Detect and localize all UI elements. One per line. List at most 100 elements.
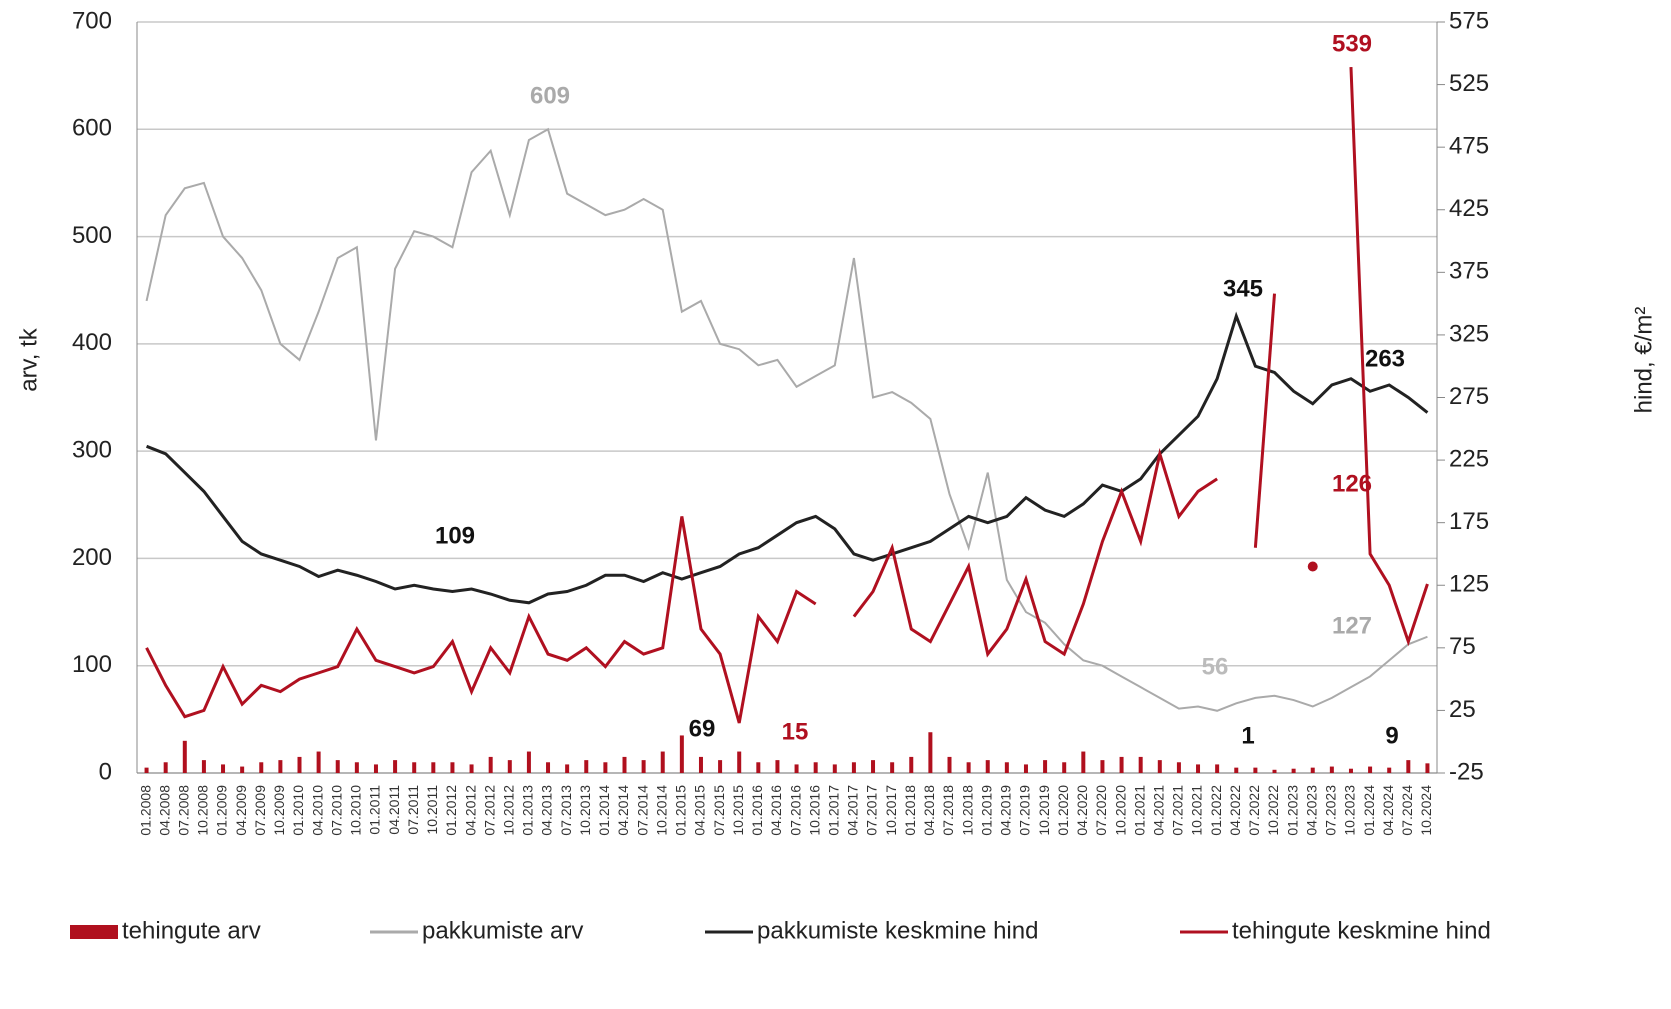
- y-tick-label: 600: [72, 115, 112, 142]
- bar: [163, 762, 168, 773]
- legend-label: tehingute arv: [122, 917, 261, 944]
- x-tick-label: 07.2024: [1399, 785, 1415, 836]
- y2-tick-label: 475: [1449, 133, 1489, 160]
- bar: [1157, 760, 1162, 773]
- bar: [565, 764, 570, 773]
- y-tick-label: 500: [72, 222, 112, 249]
- x-tick-label: 04.2014: [615, 785, 631, 836]
- y-tick-label: 300: [72, 436, 112, 463]
- bar: [393, 760, 398, 773]
- x-tick-label: 01.2019: [978, 785, 994, 836]
- bar: [718, 760, 723, 773]
- x-tick-label: 10.2020: [1112, 785, 1128, 836]
- x-tick-label: 04.2015: [692, 785, 708, 836]
- y2-tick-label: 225: [1449, 445, 1489, 472]
- x-tick-label: 10.2019: [1036, 785, 1052, 836]
- x-tick-label: 04.2022: [1227, 785, 1243, 836]
- x-tick-label: 07.2010: [328, 785, 344, 836]
- x-tick-label: 10.2015: [730, 785, 746, 836]
- annotation: 1: [1241, 722, 1254, 749]
- bar: [469, 764, 474, 773]
- annotation: 263: [1365, 345, 1405, 372]
- x-tick-label: 10.2016: [806, 785, 822, 836]
- bar: [890, 762, 895, 773]
- x-tick-label: 07.2011: [405, 785, 421, 835]
- y2-tick-label: 425: [1449, 195, 1489, 222]
- x-tick-label: 01.2021: [1131, 785, 1147, 836]
- y-tick-label: 0: [99, 758, 112, 785]
- x-tick-label: 04.2018: [921, 785, 937, 836]
- x-tick-label: 04.2012: [462, 785, 478, 836]
- line: [145, 516, 817, 724]
- y-tick-label: 700: [72, 7, 112, 34]
- bar: [966, 762, 971, 773]
- bar: [1215, 764, 1220, 773]
- annotation: 345: [1223, 275, 1263, 302]
- legend-label: tehingute keskmine hind: [1232, 917, 1491, 944]
- x-tick-label: 01.2008: [137, 785, 153, 836]
- x-tick-label: 01.2023: [1284, 785, 1300, 836]
- line: [1349, 67, 1429, 647]
- x-tick-label: 07.2021: [1170, 785, 1186, 836]
- x-tick-label: 01.2020: [1055, 785, 1071, 836]
- bar: [1138, 756, 1143, 773]
- y-tick-label: 400: [72, 329, 112, 356]
- x-tick-label: 07.2008: [175, 785, 191, 836]
- x-tick-label: 01.2022: [1208, 785, 1224, 836]
- bar: [221, 764, 226, 773]
- y2-tick-label: 375: [1449, 258, 1489, 285]
- annotation: 539: [1332, 30, 1372, 57]
- line: [145, 127, 1428, 712]
- y2-tick-label: -25: [1449, 758, 1484, 785]
- y-tick-label: 200: [72, 544, 112, 571]
- x-tick-label: 10.2013: [577, 785, 593, 836]
- x-tick-label: 10.2008: [195, 785, 211, 836]
- annotation: 15: [782, 718, 809, 745]
- bar: [412, 762, 417, 773]
- bar: [297, 756, 302, 773]
- x-tick-label: 07.2022: [1246, 785, 1262, 836]
- x-tick-label: 07.2017: [864, 785, 880, 836]
- bar: [1310, 767, 1315, 773]
- annotation: 69: [689, 715, 716, 742]
- bar: [928, 732, 933, 773]
- y2-tick-label: 25: [1449, 696, 1476, 723]
- bar: [909, 756, 914, 773]
- legend-label: pakkumiste keskmine hind: [757, 917, 1038, 944]
- x-tick-label: 07.2018: [940, 785, 956, 836]
- x-tick-label: 01.2011: [367, 785, 383, 835]
- bar: [794, 764, 799, 773]
- annotation: 109: [435, 522, 475, 549]
- bar: [1253, 767, 1258, 773]
- x-tick-label: 01.2018: [902, 785, 918, 836]
- x-tick-label: 07.2023: [1323, 785, 1339, 836]
- bar: [1043, 760, 1048, 773]
- y2-tick-label: 275: [1449, 383, 1489, 410]
- x-tick-label: 04.2009: [233, 785, 249, 836]
- bar: [335, 760, 340, 773]
- bar: [1425, 763, 1430, 773]
- y2-axis-title: hind, €/m²: [1630, 307, 1657, 414]
- x-tick-label: 10.2012: [500, 785, 516, 836]
- bar: [431, 762, 436, 773]
- x-tick-label: 07.2012: [481, 785, 497, 836]
- bar: [1406, 760, 1411, 773]
- x-tick-label: 10.2023: [1342, 785, 1358, 836]
- x-tick-label: 04.2019: [998, 785, 1014, 836]
- bar: [278, 760, 283, 773]
- x-tick-label: 04.2024: [1380, 785, 1396, 836]
- x-tick-label: 10.2011: [424, 785, 440, 835]
- x-tick-label: 01.2024: [1361, 785, 1377, 836]
- x-tick-label: 07.2019: [1017, 785, 1033, 836]
- bar: [1329, 766, 1334, 773]
- bar: [1100, 760, 1105, 773]
- bar: [985, 760, 990, 773]
- x-tick-label: 10.2022: [1265, 785, 1281, 836]
- bar: [354, 762, 359, 773]
- legend-swatch: [70, 925, 118, 939]
- x-tick-label: 07.2016: [787, 785, 803, 836]
- x-tick-label: 07.2009: [252, 785, 268, 836]
- y2-tick-label: 175: [1449, 508, 1489, 535]
- bar: [526, 751, 531, 773]
